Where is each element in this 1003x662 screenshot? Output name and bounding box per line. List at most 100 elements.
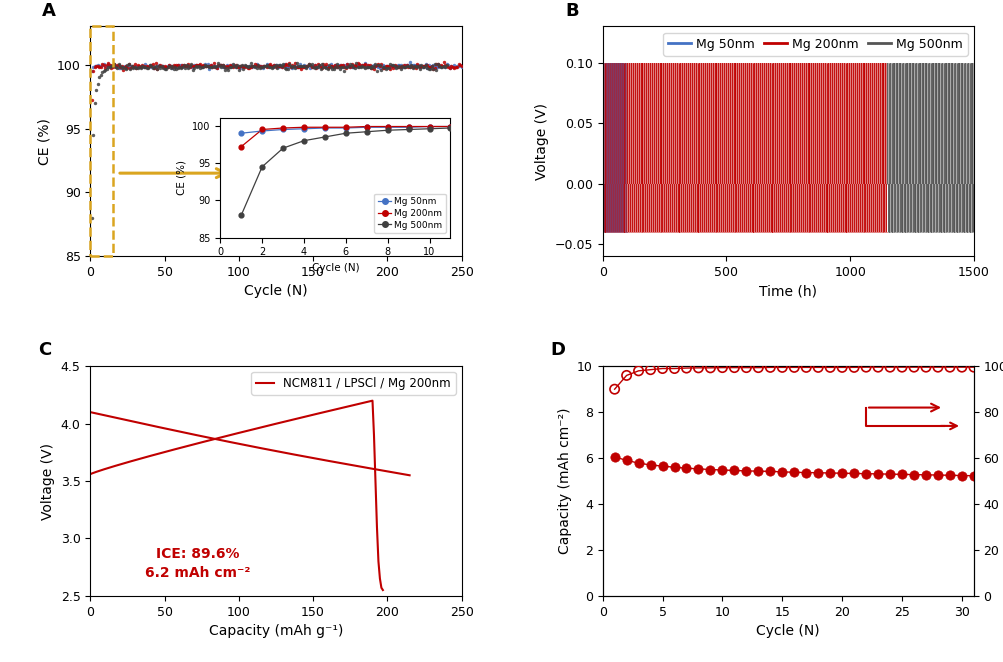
Point xyxy=(367,61,383,71)
Point xyxy=(263,61,279,71)
Point xyxy=(221,62,237,72)
Point xyxy=(386,62,402,72)
Point xyxy=(337,60,353,70)
Point xyxy=(436,60,452,70)
Point xyxy=(296,61,312,71)
Point xyxy=(250,60,266,71)
Point xyxy=(204,62,220,72)
Point xyxy=(198,60,214,71)
Point xyxy=(382,59,398,70)
Point xyxy=(173,60,189,70)
Point xyxy=(331,64,347,74)
Point xyxy=(320,63,336,73)
Point xyxy=(125,62,141,73)
Point xyxy=(274,61,290,71)
Point xyxy=(376,62,392,73)
Point xyxy=(432,60,448,71)
Point xyxy=(140,62,156,72)
Point xyxy=(785,467,801,477)
Point xyxy=(112,62,128,73)
Point xyxy=(107,62,123,72)
Point xyxy=(83,213,99,223)
Point xyxy=(355,62,371,72)
Point xyxy=(442,60,458,71)
Point xyxy=(312,60,328,71)
Point xyxy=(299,60,315,71)
Point xyxy=(149,63,165,73)
Point xyxy=(444,62,460,72)
Point xyxy=(370,62,386,72)
Point xyxy=(435,61,451,71)
Point xyxy=(252,60,268,71)
Point xyxy=(178,61,194,71)
Point xyxy=(109,60,125,71)
Point xyxy=(377,64,393,74)
Point xyxy=(185,65,201,75)
Point xyxy=(209,63,225,73)
Point xyxy=(395,62,411,72)
Point xyxy=(195,60,211,70)
Point xyxy=(426,59,442,70)
Point xyxy=(445,60,461,70)
Point xyxy=(445,62,461,73)
Point xyxy=(333,60,349,71)
Point xyxy=(426,63,442,73)
Point xyxy=(92,61,108,71)
Point xyxy=(210,61,226,71)
Point xyxy=(284,62,300,73)
Point xyxy=(234,60,250,71)
Point xyxy=(156,61,173,71)
Point xyxy=(241,60,257,71)
Point xyxy=(395,62,411,72)
Point xyxy=(407,62,423,73)
Point xyxy=(357,62,373,73)
Point xyxy=(103,63,119,73)
Point xyxy=(156,62,173,73)
Point xyxy=(256,61,272,71)
Point xyxy=(197,60,213,70)
Point xyxy=(666,462,682,473)
Point xyxy=(225,62,241,72)
Point xyxy=(352,62,368,72)
Point xyxy=(311,60,327,70)
Point xyxy=(159,62,176,72)
Point xyxy=(630,458,646,469)
Point xyxy=(98,61,114,71)
Point xyxy=(188,60,204,71)
Point xyxy=(306,60,322,71)
Legend: NCM811 / LPSCl / Mg 200nm: NCM811 / LPSCl / Mg 200nm xyxy=(251,372,455,395)
Point xyxy=(321,60,337,71)
Point xyxy=(346,61,362,71)
Point xyxy=(408,58,424,69)
Point xyxy=(289,62,305,72)
Point xyxy=(253,62,269,73)
Point xyxy=(426,61,442,71)
Point xyxy=(109,60,125,71)
Point xyxy=(965,471,981,481)
X-axis label: Cycle (N): Cycle (N) xyxy=(755,624,819,638)
Point xyxy=(343,60,359,70)
Point xyxy=(749,362,765,373)
Point xyxy=(271,62,287,72)
Point xyxy=(187,60,203,70)
Legend: Mg 50nm, Mg 200nm, Mg 500nm: Mg 50nm, Mg 200nm, Mg 500nm xyxy=(662,32,967,56)
Point xyxy=(416,62,432,73)
Point xyxy=(405,60,421,70)
Point xyxy=(821,467,838,478)
Point xyxy=(428,62,444,72)
Point xyxy=(383,60,399,71)
Point xyxy=(380,63,396,73)
Point xyxy=(408,61,424,71)
Point xyxy=(376,63,392,73)
Point xyxy=(91,72,107,83)
Point xyxy=(277,60,293,71)
Point xyxy=(144,63,160,73)
Point xyxy=(324,61,340,71)
Point xyxy=(343,59,359,70)
Point xyxy=(176,61,192,71)
Point xyxy=(444,62,460,72)
Point xyxy=(181,61,197,71)
Point xyxy=(379,60,395,71)
Text: ICE: 89.6%
6.2 mAh cm⁻²: ICE: 89.6% 6.2 mAh cm⁻² xyxy=(144,547,250,581)
Point xyxy=(97,62,113,73)
